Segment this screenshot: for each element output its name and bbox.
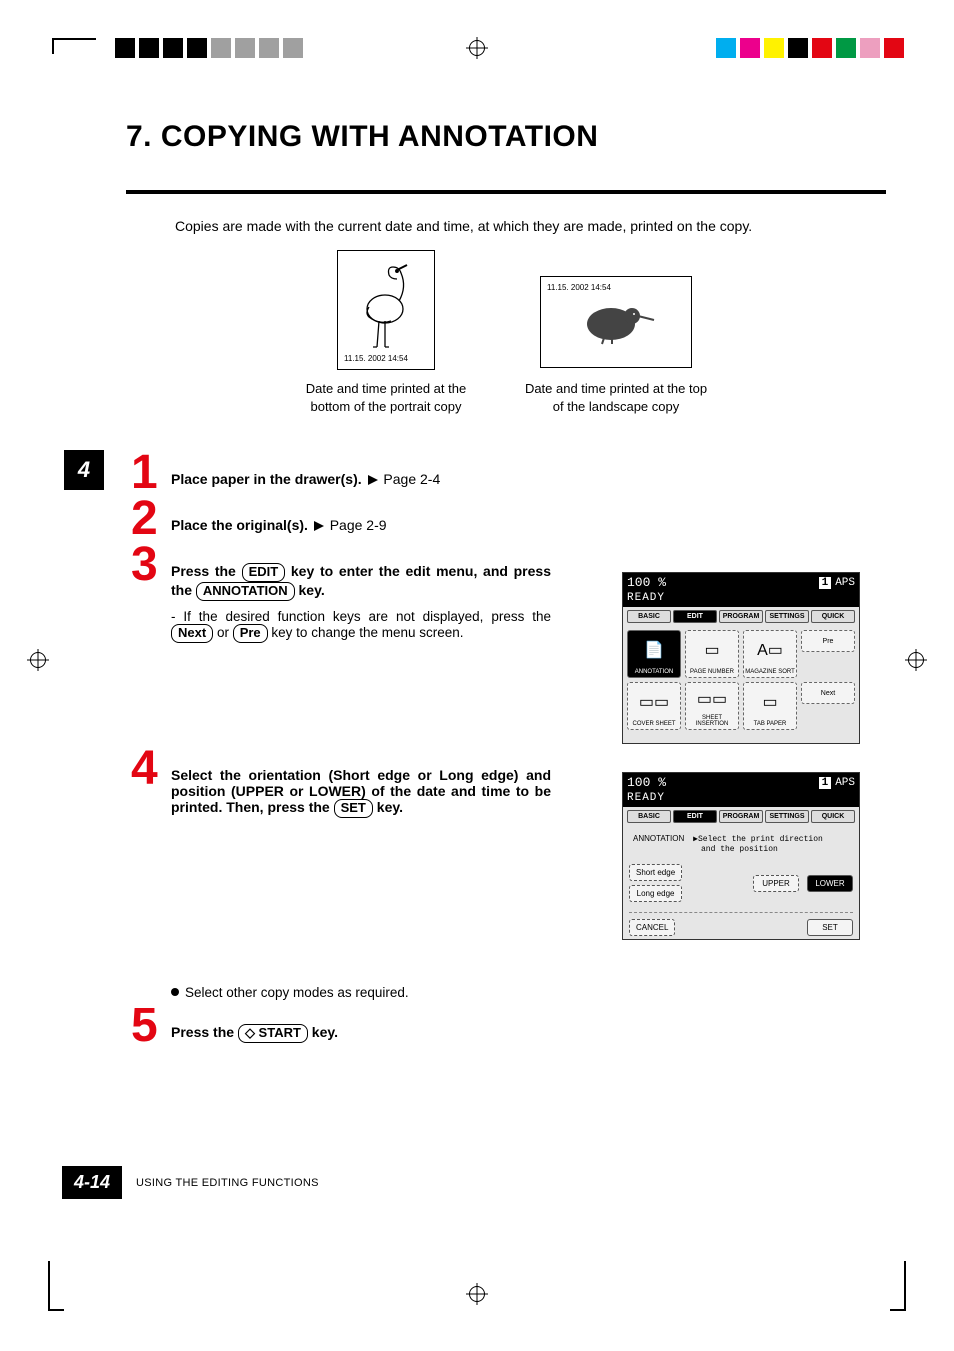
func-page-number[interactable]: ▭PAGE NUMBER — [685, 630, 739, 678]
registration-top — [0, 38, 954, 70]
page-title: 7. COPYING WITH ANNOTATION — [126, 120, 886, 154]
lcd-screen-edit-menu: 100 % 1 APS READY BASIC EDIT PROGRAM SET… — [622, 572, 860, 744]
intro-text: Copies are made with the current date an… — [175, 218, 752, 234]
step-text: Select the orientation (Short edge or Lo… — [171, 761, 551, 818]
figure-landscape: 11.15. 2002 14:54 Date and time printed … — [516, 250, 716, 415]
nav-next[interactable]: Next — [801, 682, 855, 704]
copy-count: 1 — [819, 777, 832, 789]
func-annotation[interactable]: 📄ANNOTATION — [627, 630, 681, 678]
tab-basic[interactable]: BASIC — [627, 610, 671, 623]
portrait-timestamp: 11.15. 2002 14:54 — [344, 354, 408, 363]
set-key: SET — [334, 799, 373, 818]
step-number: 2 — [131, 495, 158, 543]
lcd-screen-annotation: 100 % 1 APS READY BASIC EDIT PROGRAM SET… — [622, 772, 860, 940]
step-text: Place the original(s). Page 2-9 — [171, 511, 881, 533]
footer-section: USING THE EDITING FUNCTIONS — [136, 1177, 319, 1189]
step-number: 4 — [131, 745, 158, 793]
landscape-caption: Date and time printed at the top of the … — [516, 380, 716, 415]
page-number: 4-14 — [62, 1166, 122, 1199]
crop-mark-tl — [52, 38, 96, 54]
reg-squares-left — [115, 38, 307, 58]
func-sheet-insertion[interactable]: ▭▭SHEET INSERTION — [685, 682, 739, 730]
pre-key: Pre — [233, 624, 268, 643]
step-text: Place paper in the drawer(s). Page 2-4 — [171, 465, 881, 487]
tab-edit[interactable]: EDIT — [673, 610, 717, 623]
aps-label: APS — [835, 777, 855, 789]
figures-row: 11.15. 2002 14:54 Date and time printed … — [286, 250, 716, 415]
step-sub: - If the desired function keys are not d… — [171, 609, 551, 643]
screen-tabs: BASIC EDIT PROGRAM SETTINGS QUICK — [623, 607, 859, 626]
step-1: 1 Place paper in the drawer(s). Page 2-4 — [131, 465, 881, 487]
portrait-box: 11.15. 2002 14:54 — [337, 250, 435, 370]
screen-body: 📄ANNOTATION ▭PAGE NUMBER A▭MAGAZINE SORT… — [623, 626, 859, 734]
reg-squares-right — [716, 38, 908, 58]
tab-quick[interactable]: QUICK — [811, 610, 855, 623]
crop-mark-bl — [48, 1261, 64, 1311]
screen-header: 100 % 1 APS — [623, 773, 859, 792]
lower-button[interactable]: LOWER — [807, 875, 853, 892]
zoom-pct: 100 % — [627, 775, 666, 790]
page-title-bar: 7. COPYING WITH ANNOTATION — [126, 120, 886, 154]
tab-basic[interactable]: BASIC — [627, 810, 671, 823]
next-key: Next — [171, 624, 213, 643]
step-text: Press the ◇ START key. — [171, 1018, 881, 1043]
start-key: ◇ START — [238, 1024, 308, 1043]
arrow-icon — [314, 521, 324, 531]
figure-portrait: 11.15. 2002 14:54 Date and time printed … — [286, 250, 486, 415]
ready-status: READY — [623, 592, 859, 607]
annotation-title: ANNOTATION ▶Select the print direction a… — [629, 832, 853, 860]
tab-settings[interactable]: SETTINGS — [765, 810, 809, 823]
upper-button[interactable]: UPPER — [753, 875, 799, 892]
kiwi-icon — [576, 298, 656, 346]
nav-pre[interactable]: Pre — [801, 630, 855, 652]
landscape-timestamp: 11.15. 2002 14:54 — [547, 283, 611, 292]
zoom-pct: 100 % — [627, 575, 666, 590]
screen-header: 100 % 1 APS — [623, 573, 859, 592]
bullet-icon — [171, 988, 179, 996]
cancel-button[interactable]: CANCEL — [629, 919, 675, 936]
crop-mark-br — [890, 1261, 906, 1311]
func-magazine-sort[interactable]: A▭MAGAZINE SORT — [743, 630, 797, 678]
chapter-tab: 4 — [64, 450, 104, 490]
tab-quick[interactable]: QUICK — [811, 810, 855, 823]
bullet-note: Select other copy modes as required. — [171, 985, 881, 1000]
step-number: 1 — [131, 449, 158, 497]
ready-status: READY — [623, 792, 859, 807]
step-2: 2 Place the original(s). Page 2-9 — [131, 511, 881, 533]
register-mark-bottom — [469, 1286, 485, 1307]
tab-program[interactable]: PROGRAM — [719, 610, 763, 623]
aps-label: APS — [835, 577, 855, 589]
tab-program[interactable]: PROGRAM — [719, 810, 763, 823]
step-5: 5 Press the ◇ START key. — [131, 1018, 881, 1043]
edit-key: EDIT — [242, 563, 286, 582]
title-underline — [126, 190, 886, 194]
tab-edit[interactable]: EDIT — [673, 810, 717, 823]
screen-tabs: BASIC EDIT PROGRAM SETTINGS QUICK — [623, 807, 859, 826]
register-mark-left — [30, 652, 46, 673]
flamingo-icon — [355, 257, 417, 351]
steps-list: 1 Place paper in the drawer(s). Page 2-4… — [131, 465, 881, 1067]
step-number: 5 — [131, 1002, 158, 1050]
register-mark-right — [908, 652, 924, 673]
tab-settings[interactable]: SETTINGS — [765, 610, 809, 623]
page-footer: 4-14 USING THE EDITING FUNCTIONS — [62, 1166, 882, 1199]
register-mark-top — [469, 40, 485, 61]
func-cover-sheet[interactable]: ▭▭COVER SHEET — [627, 682, 681, 730]
copy-count: 1 — [819, 577, 832, 589]
screen-body: ANNOTATION ▶Select the print direction a… — [623, 826, 859, 942]
landscape-box: 11.15. 2002 14:54 — [540, 276, 692, 368]
set-button[interactable]: SET — [807, 919, 853, 936]
annotation-key: ANNOTATION — [196, 582, 295, 601]
step-text: Press the EDIT key to enter the edit men… — [171, 557, 551, 643]
arrow-icon — [368, 475, 378, 485]
short-edge-button[interactable]: Short edge — [629, 864, 682, 881]
long-edge-button[interactable]: Long edge — [629, 885, 682, 902]
func-tab-paper[interactable]: ▭TAB PAPER — [743, 682, 797, 730]
step-number: 3 — [131, 541, 158, 589]
portrait-caption: Date and time printed at the bottom of t… — [286, 380, 486, 415]
